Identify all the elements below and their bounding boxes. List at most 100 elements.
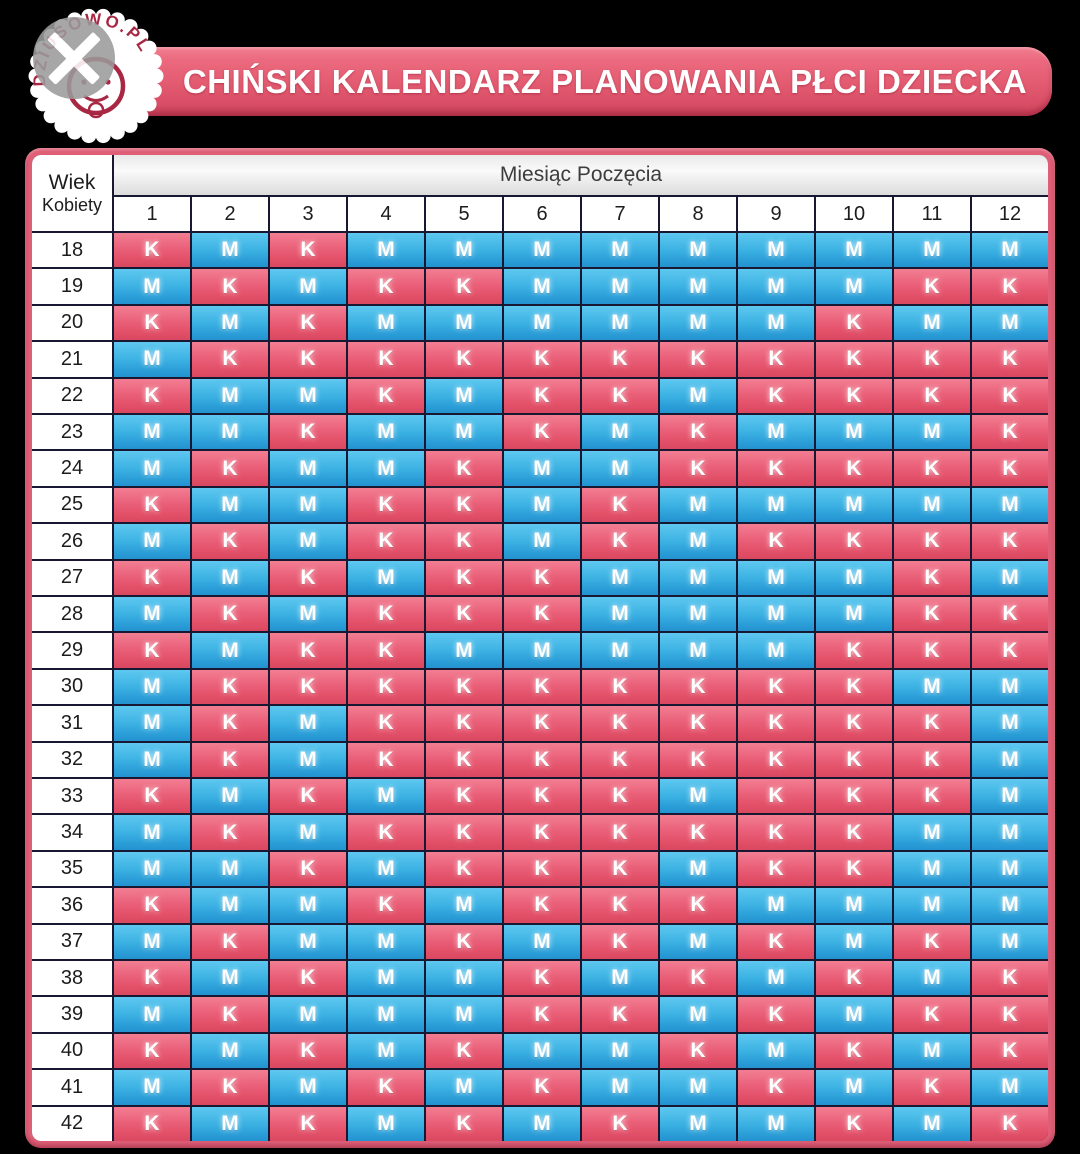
girl-cell: K xyxy=(426,669,502,705)
girl-cell: K xyxy=(270,233,346,268)
boy-cell: M xyxy=(114,1070,190,1105)
boy-cell: M xyxy=(582,233,658,268)
age-cell: 23 xyxy=(32,415,112,450)
boy-cell: M xyxy=(816,487,892,523)
boy-cell: M xyxy=(972,487,1048,523)
boy-cell: M xyxy=(270,451,346,486)
girl-cell: K xyxy=(270,961,346,996)
boy-cell: M xyxy=(972,305,1048,341)
age-cell: 26 xyxy=(32,524,112,559)
girl-cell: K xyxy=(426,342,502,377)
boy-cell: M xyxy=(348,924,424,959)
month-header-cell: 9 xyxy=(738,197,814,231)
boy-cell: M xyxy=(738,269,814,304)
girl-cell: K xyxy=(426,524,502,559)
boy-cell: M xyxy=(114,742,190,777)
corner-label-top: Wiek xyxy=(48,170,96,194)
boy-cell: M xyxy=(582,269,658,304)
girl-cell: K xyxy=(816,706,892,741)
girl-cell: K xyxy=(972,342,1048,377)
girl-cell: K xyxy=(582,851,658,887)
boy-cell: M xyxy=(114,706,190,741)
boy-cell: M xyxy=(348,451,424,486)
boy-cell: M xyxy=(114,669,190,705)
boy-cell: M xyxy=(894,888,970,923)
boy-cell: M xyxy=(972,233,1048,268)
boy-cell: M xyxy=(192,233,268,268)
boy-cell: M xyxy=(972,1070,1048,1105)
conception-month-header: Miesiąc Poczęcia xyxy=(114,155,1048,195)
boy-cell: M xyxy=(660,633,736,668)
girl-cell: K xyxy=(348,888,424,923)
girl-cell: K xyxy=(894,924,970,959)
age-cell: 27 xyxy=(32,560,112,595)
girl-cell: K xyxy=(114,233,190,268)
boy-cell: M xyxy=(972,706,1048,741)
boy-cell: M xyxy=(816,415,892,450)
girl-cell: K xyxy=(192,924,268,959)
boy-cell: M xyxy=(348,961,424,996)
age-cell: 29 xyxy=(32,633,112,668)
girl-cell: K xyxy=(738,1070,814,1105)
girl-cell: K xyxy=(270,633,346,668)
girl-cell: K xyxy=(816,779,892,814)
boy-cell: M xyxy=(738,305,814,341)
girl-cell: K xyxy=(894,1070,970,1105)
age-cell: 32 xyxy=(32,742,112,777)
girl-cell: K xyxy=(426,851,502,887)
boy-cell: M xyxy=(972,815,1048,850)
girl-cell: K xyxy=(504,669,580,705)
boy-cell: M xyxy=(192,888,268,923)
girl-cell: K xyxy=(114,560,190,595)
boy-cell: M xyxy=(504,451,580,486)
girl-cell: K xyxy=(426,597,502,632)
boy-cell: M xyxy=(426,961,502,996)
boy-cell: M xyxy=(426,233,502,268)
boy-cell: M xyxy=(426,888,502,923)
girl-cell: K xyxy=(816,451,892,486)
age-cell: 19 xyxy=(32,269,112,304)
girl-cell: K xyxy=(816,524,892,559)
boy-cell: M xyxy=(816,997,892,1032)
boy-cell: M xyxy=(504,1033,580,1069)
girl-cell: K xyxy=(192,706,268,741)
girl-cell: K xyxy=(348,269,424,304)
boy-cell: M xyxy=(894,487,970,523)
girl-cell: K xyxy=(660,706,736,741)
boy-cell: M xyxy=(894,1033,970,1069)
month-header-cell: 6 xyxy=(504,197,580,231)
girl-cell: K xyxy=(894,560,970,595)
age-cell: 22 xyxy=(32,378,112,413)
boy-cell: M xyxy=(504,633,580,668)
girl-cell: K xyxy=(738,669,814,705)
girl-cell: K xyxy=(660,888,736,923)
girl-cell: K xyxy=(738,815,814,850)
age-cell: 34 xyxy=(32,815,112,850)
girl-cell: K xyxy=(504,597,580,632)
girl-cell: K xyxy=(816,851,892,887)
girl-cell: K xyxy=(660,451,736,486)
corner-header-cell: Wiek Kobiety xyxy=(32,155,112,231)
boy-cell: M xyxy=(660,779,736,814)
girl-cell: K xyxy=(426,451,502,486)
girl-cell: K xyxy=(426,742,502,777)
girl-cell: K xyxy=(738,378,814,413)
age-cell: 25 xyxy=(32,487,112,523)
girl-cell: K xyxy=(816,669,892,705)
boy-cell: M xyxy=(504,305,580,341)
boy-cell: M xyxy=(582,451,658,486)
boy-cell: M xyxy=(192,961,268,996)
girl-cell: K xyxy=(426,706,502,741)
boy-cell: M xyxy=(114,851,190,887)
corner-label-bottom: Kobiety xyxy=(41,194,103,215)
boy-cell: M xyxy=(894,669,970,705)
girl-cell: K xyxy=(192,815,268,850)
girl-cell: K xyxy=(582,815,658,850)
girl-cell: K xyxy=(816,378,892,413)
girl-cell: K xyxy=(894,269,970,304)
girl-cell: K xyxy=(348,1070,424,1105)
girl-cell: K xyxy=(114,378,190,413)
boy-cell: M xyxy=(114,997,190,1032)
